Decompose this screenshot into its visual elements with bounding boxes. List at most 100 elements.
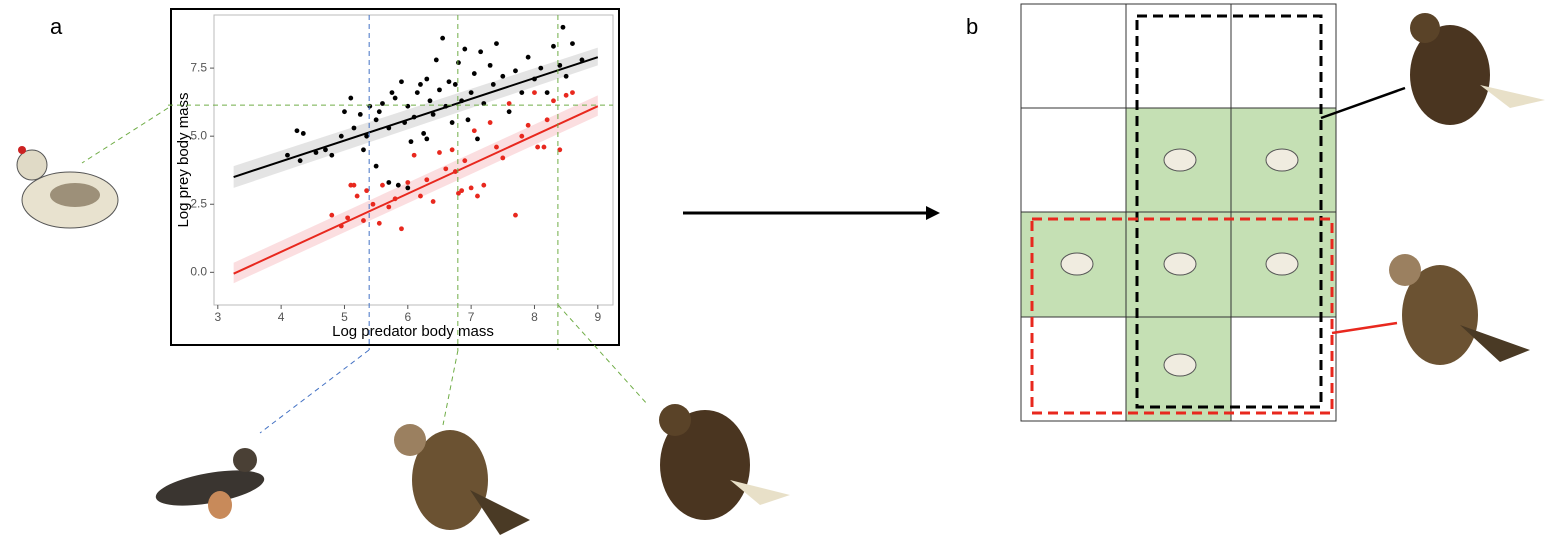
point bbox=[437, 87, 442, 92]
point bbox=[481, 183, 486, 188]
point bbox=[418, 82, 423, 87]
point bbox=[405, 186, 410, 191]
point bbox=[431, 199, 436, 204]
point bbox=[450, 120, 455, 125]
point bbox=[472, 128, 477, 133]
point bbox=[561, 25, 566, 30]
ptarmigan-illustration bbox=[17, 146, 118, 228]
buzzard-illustration bbox=[1389, 254, 1530, 365]
figure: a b Log predator body mass Log prey body… bbox=[0, 0, 1548, 545]
buzzard-illustration bbox=[394, 424, 530, 535]
falcon-illustration bbox=[153, 448, 267, 519]
point bbox=[342, 109, 347, 114]
x-tick-label: 7 bbox=[468, 310, 475, 324]
point bbox=[519, 90, 524, 95]
point bbox=[453, 82, 458, 87]
point bbox=[418, 194, 423, 199]
point bbox=[367, 104, 372, 109]
eagle-illustration bbox=[1410, 13, 1545, 125]
point bbox=[456, 60, 461, 65]
point bbox=[450, 147, 455, 152]
point bbox=[526, 55, 531, 60]
point bbox=[377, 221, 382, 226]
point bbox=[570, 90, 575, 95]
point bbox=[361, 147, 366, 152]
point bbox=[447, 79, 452, 84]
connector bbox=[82, 108, 168, 163]
point bbox=[380, 183, 385, 188]
point bbox=[440, 36, 445, 41]
point bbox=[301, 131, 306, 136]
y-tick-label: 7.5 bbox=[190, 60, 207, 74]
point bbox=[405, 104, 410, 109]
page: a b Log predator body mass Log prey body… bbox=[0, 0, 1548, 550]
point bbox=[415, 90, 420, 95]
panel-label: a bbox=[50, 14, 63, 39]
point bbox=[424, 77, 429, 82]
x-tick-label: 3 bbox=[214, 310, 221, 324]
point bbox=[478, 49, 483, 54]
point bbox=[428, 98, 433, 103]
point bbox=[475, 194, 480, 199]
point bbox=[564, 74, 569, 79]
y-tick-label: 2.5 bbox=[190, 196, 207, 210]
point bbox=[412, 153, 417, 158]
point bbox=[507, 109, 512, 114]
point bbox=[488, 120, 493, 125]
point bbox=[466, 117, 471, 122]
point bbox=[295, 128, 300, 133]
point bbox=[443, 166, 448, 171]
point bbox=[371, 202, 376, 207]
y-tick-label: 0.0 bbox=[190, 264, 207, 278]
point bbox=[358, 112, 363, 117]
point bbox=[348, 96, 353, 101]
point bbox=[298, 158, 303, 163]
point bbox=[390, 90, 395, 95]
point bbox=[519, 134, 524, 139]
arrow-head bbox=[926, 206, 940, 220]
point bbox=[472, 71, 477, 76]
point bbox=[491, 82, 496, 87]
point bbox=[437, 150, 442, 155]
point bbox=[352, 183, 357, 188]
point bbox=[551, 98, 556, 103]
point bbox=[545, 90, 550, 95]
x-tick-label: 8 bbox=[531, 310, 538, 324]
point bbox=[494, 41, 499, 46]
point bbox=[551, 44, 556, 49]
point bbox=[364, 188, 369, 193]
point bbox=[570, 41, 575, 46]
point bbox=[500, 74, 505, 79]
point bbox=[564, 93, 569, 98]
point bbox=[513, 68, 518, 73]
point bbox=[424, 136, 429, 141]
point bbox=[396, 183, 401, 188]
x-tick-label: 9 bbox=[594, 310, 601, 324]
point bbox=[329, 153, 334, 158]
point bbox=[459, 188, 464, 193]
point bbox=[532, 90, 537, 95]
point bbox=[469, 90, 474, 95]
point bbox=[393, 96, 398, 101]
point bbox=[361, 218, 366, 223]
point bbox=[542, 145, 547, 150]
point bbox=[462, 158, 467, 163]
x-tick-label: 6 bbox=[404, 310, 411, 324]
point bbox=[494, 145, 499, 150]
x-tick-label: 5 bbox=[341, 310, 348, 324]
point bbox=[434, 58, 439, 63]
eagle-illustration bbox=[659, 404, 790, 520]
point bbox=[355, 194, 360, 199]
point bbox=[424, 177, 429, 182]
point bbox=[329, 213, 334, 218]
point bbox=[399, 226, 404, 231]
point bbox=[374, 164, 379, 169]
point bbox=[374, 117, 379, 122]
connector bbox=[443, 350, 458, 425]
point bbox=[377, 109, 382, 114]
y-tick-label: 5.0 bbox=[190, 128, 207, 142]
point bbox=[285, 153, 290, 158]
connector bbox=[260, 350, 369, 433]
point bbox=[386, 205, 391, 210]
pointer bbox=[1332, 323, 1397, 333]
